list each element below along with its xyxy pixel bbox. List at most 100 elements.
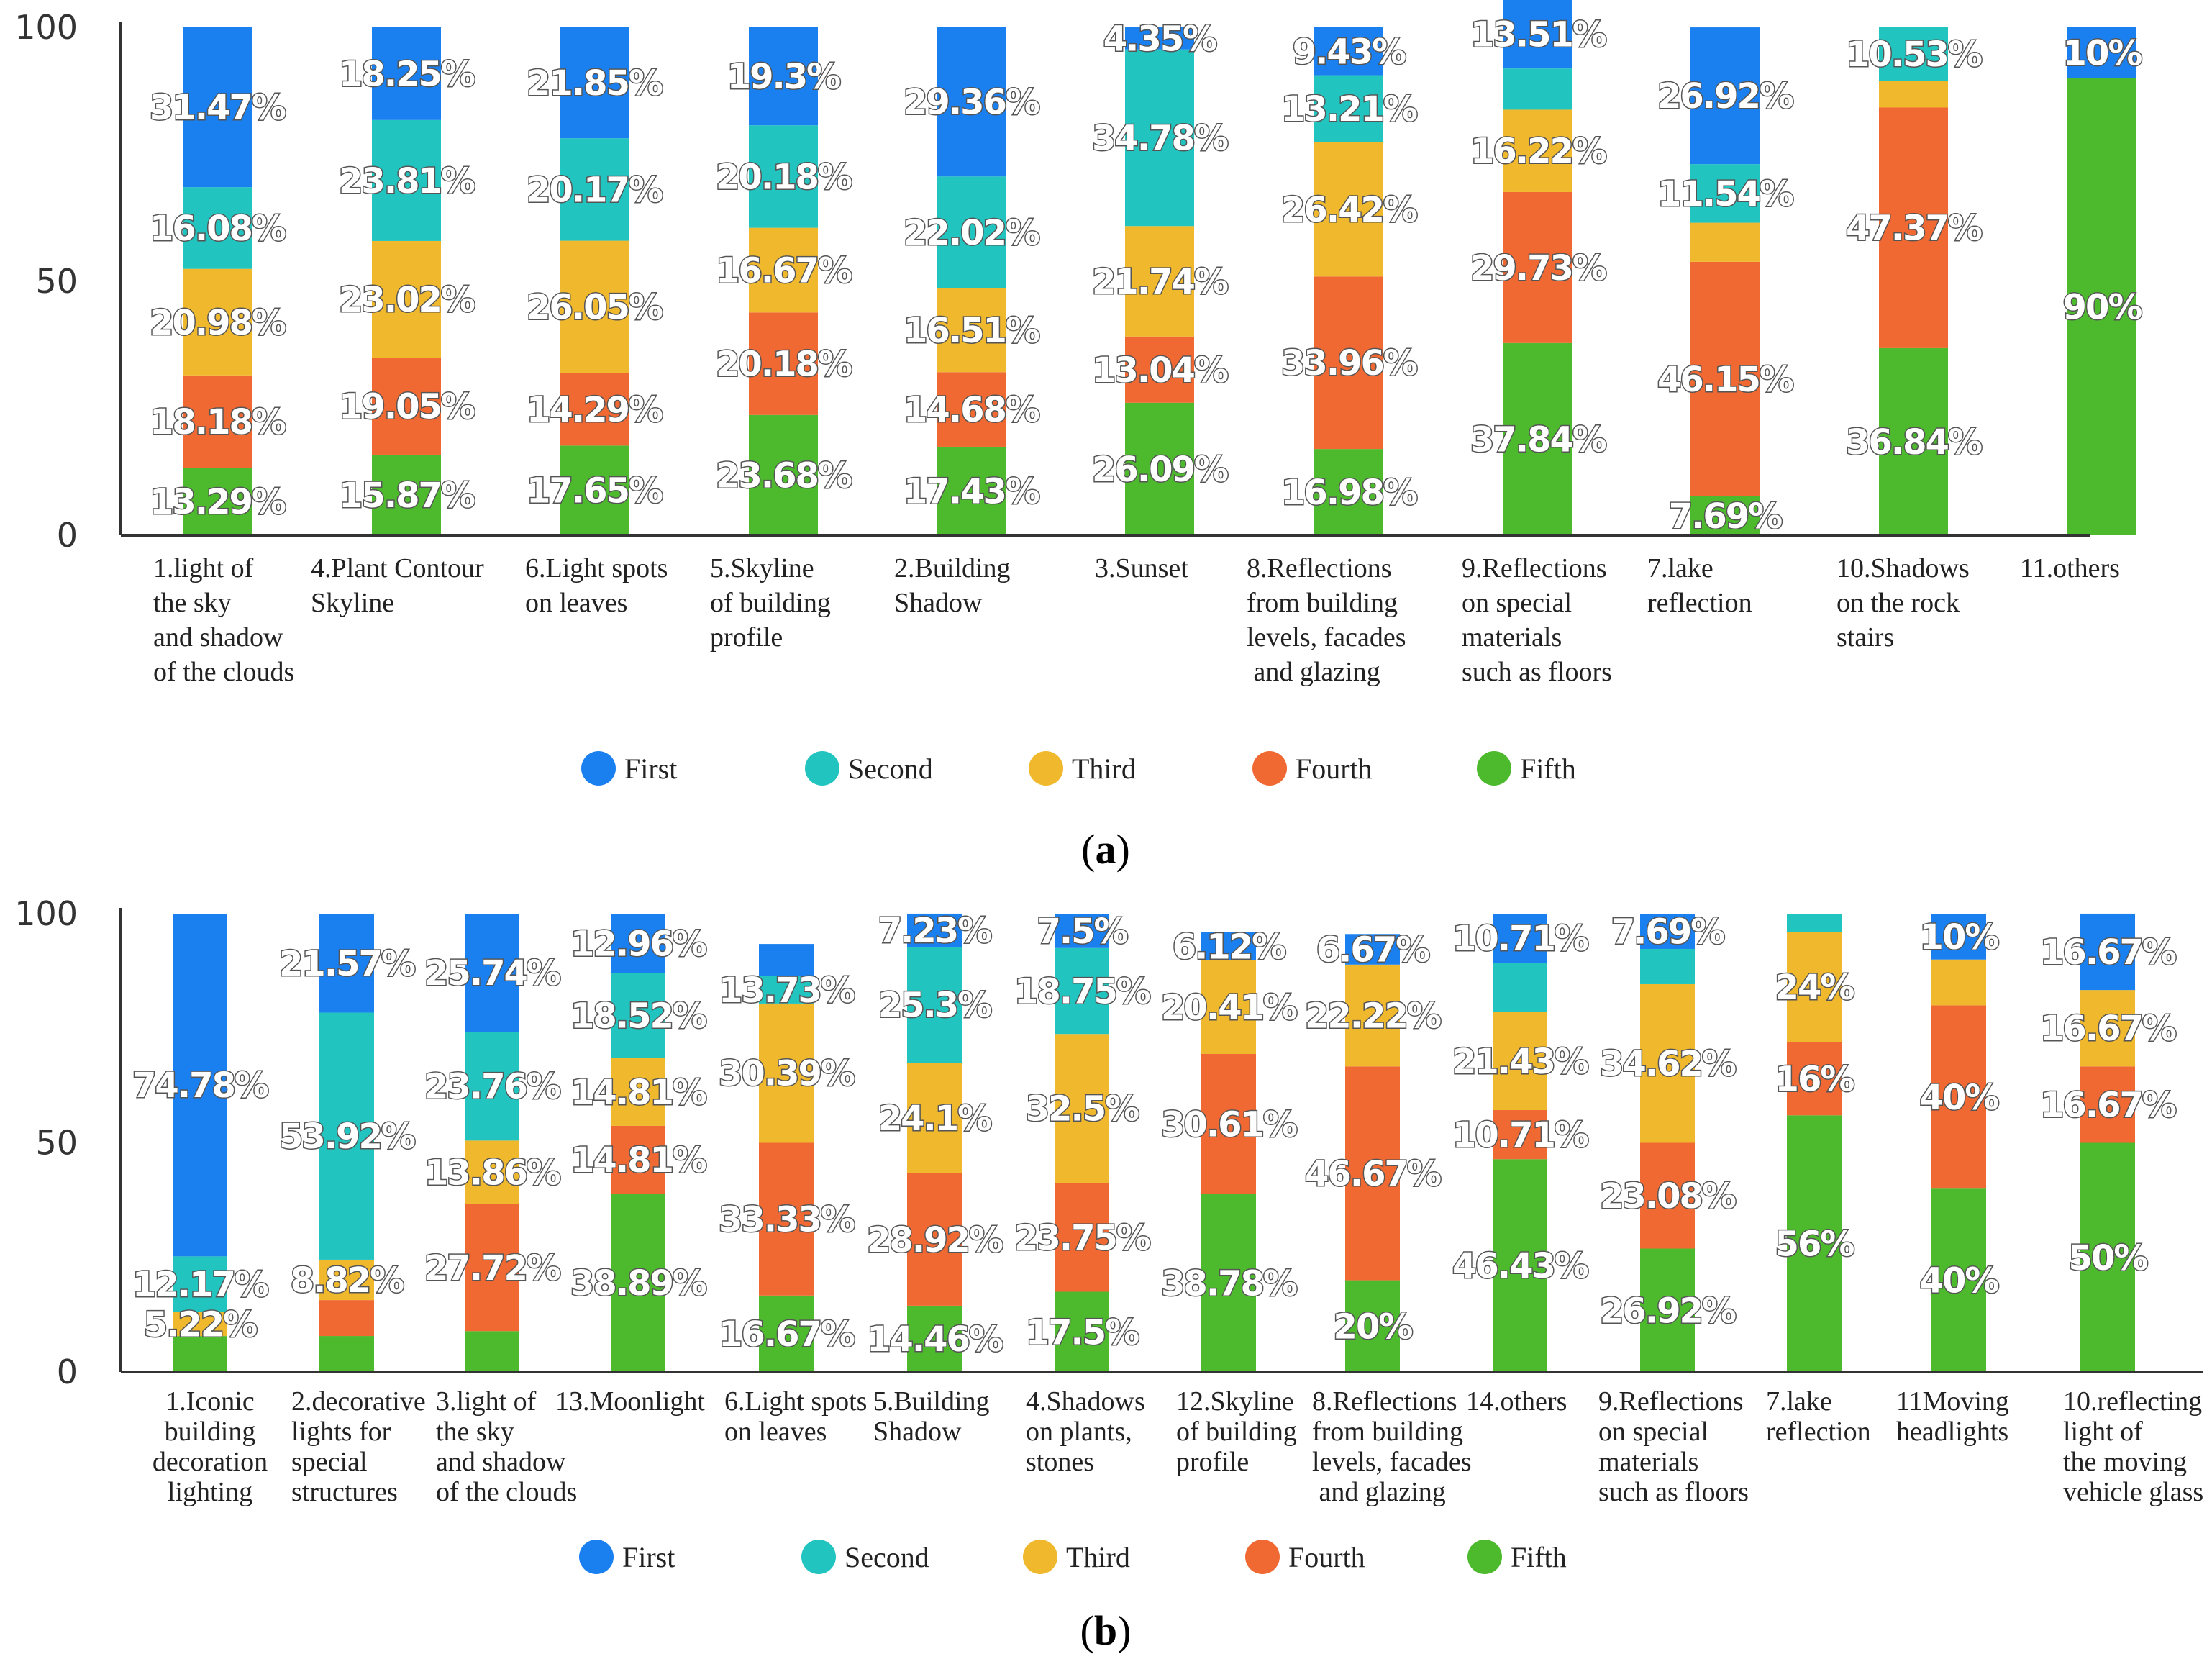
bar-segment-fifth — [2080, 1142, 2135, 1372]
bar-segment-fifth — [1345, 1280, 1400, 1372]
data-label: 29.36% — [904, 83, 1039, 123]
x-category-label: 6.Light spots on leaves — [724, 1386, 867, 1447]
data-label: 30.61% — [1161, 1104, 1297, 1145]
x-category-label: 11.others — [2020, 553, 2120, 583]
data-label: 33.33% — [719, 1200, 855, 1240]
data-label: 10.71% — [1452, 1115, 1588, 1155]
bar-segment-third — [1201, 960, 1256, 1054]
data-label: 20% — [1334, 1306, 1413, 1347]
data-label: 17.65% — [527, 471, 663, 512]
bar-segment-fifth — [907, 1305, 962, 1372]
bar-segment-first — [1055, 914, 1109, 948]
x-category-label: 8.Reflections from building levels, facade… — [1247, 553, 1406, 687]
x-category-label: 1.light of the sky and shadow of the clouds — [153, 553, 294, 687]
x-category-label: 8.Reflections from building levels, facade… — [1312, 1386, 1472, 1507]
bar-segment-fourth — [611, 1125, 665, 1194]
legend-swatch-fifth — [1477, 751, 1511, 786]
legend-swatch-fifth — [1467, 1540, 1502, 1574]
bar-segment-first — [1503, 0, 1572, 69]
data-label: 27.72% — [424, 1248, 560, 1288]
x-category-label: 14.others — [1466, 1386, 1567, 1417]
data-label: 28.92% — [867, 1220, 1003, 1260]
bar-segment-fifth — [1931, 1188, 1986, 1372]
legend-swatch-fourth — [1245, 1540, 1280, 1574]
data-label: 16.67% — [2040, 932, 2176, 973]
bar-segment-second — [183, 187, 252, 269]
x-category-label: 1.Iconic building decoration lighting — [153, 1386, 268, 1507]
bar-segment-second — [1314, 75, 1383, 142]
x-category-label: 10.reflecting light of the moving vehicle g… — [2063, 1386, 2203, 1507]
bar-segment-fifth — [1787, 1115, 1842, 1372]
legend-label-first: First — [622, 1541, 675, 1573]
data-label: 40% — [1920, 1261, 1999, 1301]
x-category-label: 10.Shadows on the rock stairs — [1836, 553, 1970, 653]
bar-segment-fourth — [1055, 1183, 1109, 1292]
data-label: 30.39% — [719, 1054, 855, 1094]
bar-segment-first — [319, 914, 374, 1013]
data-label: 16% — [1775, 1059, 1854, 1099]
bar-segment-first — [2080, 913, 2135, 991]
bar-segment-fifth — [1493, 1159, 1547, 1372]
bar-segment-fifth — [183, 468, 252, 535]
data-label: 25.3% — [878, 986, 991, 1026]
data-label: 10.71% — [1452, 919, 1588, 959]
bar-segment-second — [1503, 68, 1572, 110]
bar-segment-fifth — [937, 446, 1006, 535]
x-category-label: 7.lake reflection — [1647, 553, 1752, 618]
data-label: 18.18% — [150, 402, 286, 442]
bar-segment-third — [173, 1312, 227, 1337]
bar-segment-first — [1931, 914, 1986, 960]
x-category-label: 5.Building Shadow — [873, 1386, 990, 1447]
bar-segment-fourth — [907, 1173, 962, 1306]
legend-swatch-second — [801, 1540, 836, 1574]
data-label: 21.74% — [1092, 262, 1228, 302]
data-label: 7.5% — [1037, 912, 1127, 952]
data-label: 18.75% — [1014, 971, 1150, 1012]
y-tick-label: 50 — [35, 262, 78, 301]
bar-segment-fifth — [173, 1336, 227, 1372]
bar-segment-third — [1931, 959, 1986, 1006]
data-label: 36.84% — [1846, 422, 1982, 463]
bar-segment-fourth — [1640, 1142, 1695, 1249]
data-label: 14.81% — [570, 1073, 706, 1113]
bar-segment-second — [759, 976, 814, 1004]
data-label: 26.42% — [1281, 190, 1417, 230]
bar-segment-second — [937, 176, 1006, 288]
data-label: 29.73% — [1470, 248, 1606, 288]
data-label: 24% — [1775, 968, 1854, 1008]
panel-a-chart: 0 50 100 13.29% 18.18% 20.98% 16.08% 31.47% 15.8… — [14, 0, 2144, 873]
data-label: 12.17% — [132, 1265, 268, 1305]
bar-segment-fourth — [1931, 1005, 1986, 1189]
data-label: 50% — [2069, 1238, 2148, 1278]
data-label: 7.23% — [878, 911, 991, 951]
bar-segment-third — [937, 288, 1006, 373]
data-label: 20.98% — [150, 303, 286, 343]
data-label: 16.67% — [716, 251, 852, 291]
data-label: 26.05% — [527, 288, 663, 328]
legend-label-fifth: Fifth — [1520, 753, 1576, 785]
data-label: 16.67% — [719, 1314, 855, 1355]
bar-segment-second — [319, 1012, 374, 1260]
data-label: 20.18% — [716, 157, 852, 197]
bar-segment-fifth — [1125, 402, 1194, 535]
data-label: 74.78% — [132, 1065, 268, 1106]
data-label: 13.04% — [1092, 350, 1228, 391]
data-label: 38.89% — [570, 1263, 706, 1304]
panel-label: (a) — [1081, 826, 1130, 873]
bar-segment-second — [173, 1256, 227, 1312]
data-label: 16.51% — [904, 311, 1039, 351]
y-tick-label: 50 — [35, 1124, 78, 1163]
data-label: 14.46% — [867, 1319, 1003, 1360]
data-label: 22.02% — [904, 213, 1039, 253]
legend-label-second: Second — [848, 753, 933, 785]
bar-segment-first — [749, 27, 818, 126]
bar-segment-first — [372, 27, 441, 120]
data-label: 33.96% — [1281, 343, 1417, 383]
bar-segment-first — [1690, 27, 1760, 165]
bar-segment-fifth — [1640, 1248, 1695, 1372]
bar-segment-fourth — [183, 375, 252, 468]
data-label: 46.43% — [1452, 1246, 1588, 1286]
bar-segment-first — [611, 914, 665, 973]
x-category-label: 3.Sunset — [1095, 553, 1188, 583]
bar-segment-fifth — [319, 1336, 374, 1372]
